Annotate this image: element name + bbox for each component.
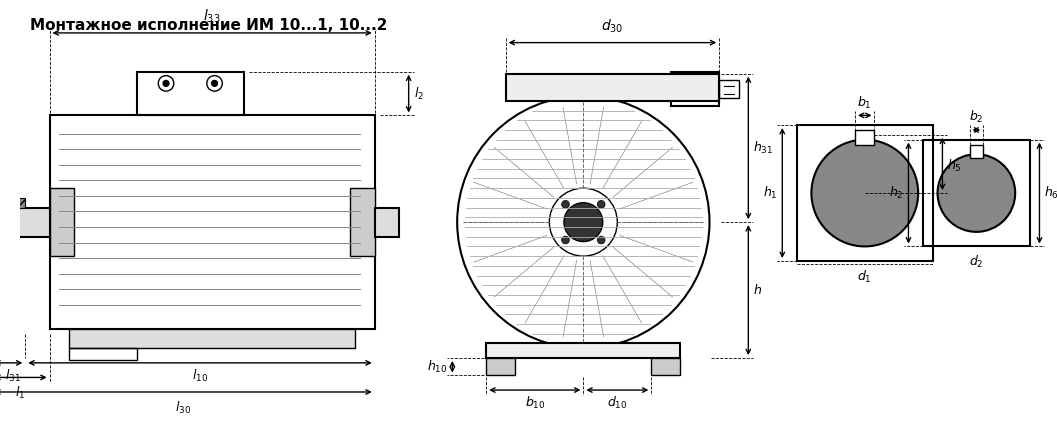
Bar: [50, 115, 374, 329]
Text: $h_6$: $h_6$: [1044, 185, 1057, 201]
Text: $h_{31}$: $h_{31}$: [754, 140, 774, 156]
Bar: [50, 188, 74, 256]
Bar: [69, 329, 355, 348]
Bar: [351, 188, 374, 256]
Circle shape: [597, 236, 605, 244]
Bar: [486, 343, 681, 358]
Text: $l_{31}$: $l_{31}$: [5, 368, 21, 384]
Bar: [374, 208, 398, 237]
Text: $l_{30}$: $l_{30}$: [175, 400, 191, 416]
Text: $b_1$: $b_1$: [857, 94, 872, 110]
Text: $b_2$: $b_2$: [969, 109, 984, 125]
Bar: [719, 80, 739, 98]
Text: $l_1$: $l_1$: [16, 385, 25, 401]
Circle shape: [561, 236, 570, 244]
Circle shape: [561, 201, 570, 208]
Bar: [6, 198, 25, 208]
Text: $d_1$: $d_1$: [857, 269, 872, 285]
Text: Монтажное исполнение ИМ 10...1, 10...2: Монтажное исполнение ИМ 10...1, 10...2: [31, 18, 388, 33]
Circle shape: [211, 80, 218, 86]
Text: $l_{10}$: $l_{10}$: [192, 368, 208, 384]
Bar: [137, 72, 244, 115]
Text: $h_1$: $h_1$: [763, 185, 778, 201]
Text: $b_{10}$: $b_{10}$: [524, 395, 545, 411]
Circle shape: [564, 203, 602, 242]
Bar: [797, 125, 932, 261]
Circle shape: [597, 201, 605, 208]
Text: $l_2$: $l_2$: [413, 85, 424, 102]
Bar: [671, 72, 719, 106]
Bar: [855, 130, 874, 145]
Text: $h_5$: $h_5$: [947, 158, 962, 174]
Bar: [651, 358, 681, 376]
Circle shape: [938, 154, 1015, 232]
Bar: [69, 348, 137, 360]
Circle shape: [812, 140, 919, 247]
Text: $h_2$: $h_2$: [889, 185, 904, 201]
Text: $d_{10}$: $d_{10}$: [607, 395, 628, 411]
Bar: [923, 140, 1030, 247]
Text: $h$: $h$: [754, 283, 762, 297]
Text: $l_{33}$: $l_{33}$: [203, 8, 221, 25]
Text: $d_2$: $d_2$: [969, 254, 984, 270]
Bar: [505, 74, 719, 101]
Text: $h_{10}$: $h_{10}$: [427, 359, 447, 375]
Bar: [486, 358, 516, 376]
Bar: [969, 146, 983, 158]
Bar: [0, 208, 50, 237]
Text: $d_{30}$: $d_{30}$: [601, 17, 624, 35]
Circle shape: [163, 80, 169, 86]
